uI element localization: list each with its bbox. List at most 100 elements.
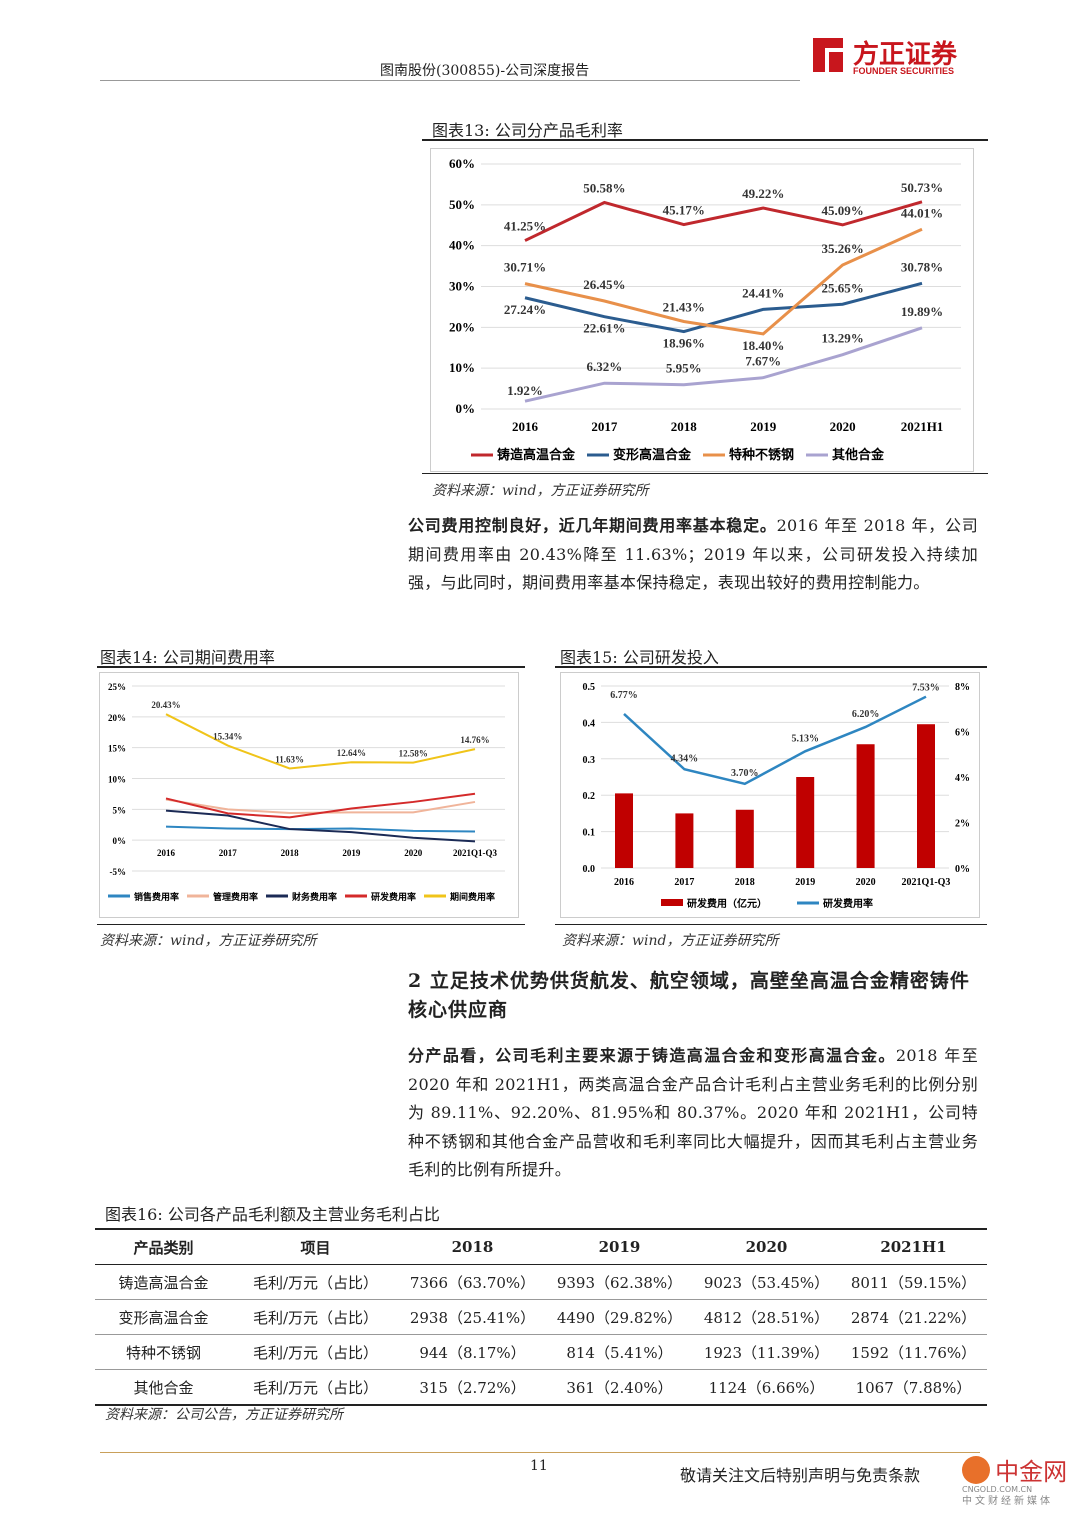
para2-lead: 分产品看，公司毛利主要来源于铸造高温合金和变形高温合金。	[408, 1046, 896, 1065]
y-tick-label: 0%	[113, 836, 127, 846]
data-label: 3.70%	[731, 768, 759, 779]
table-cell: 7366（63.70%）	[399, 1264, 546, 1300]
table-cell: 361（2.40%）	[546, 1369, 693, 1406]
bar	[675, 813, 694, 868]
col-header: 2018	[399, 1229, 546, 1265]
data-label: 49.22%	[742, 186, 784, 201]
x-tick-label: 2021H1	[901, 419, 944, 434]
fig14-bottom-rule	[97, 924, 525, 925]
x-tick-label: 2020	[830, 419, 856, 434]
data-label: 5.95%	[666, 361, 702, 376]
fig16-source: 资料来源：公司公告，方正证券研究所	[105, 1407, 343, 1423]
data-label: 22.61%	[583, 321, 625, 336]
data-label: 6.77%	[610, 690, 638, 701]
header-title: 图南股份(300855)-公司深度报告	[380, 63, 590, 79]
para1-lead: 公司费用控制良好，近几年期间费用率基本稳定。	[408, 516, 777, 535]
table-row: 其他合金 毛利/万元（占比） 315（2.72%） 361（2.40%） 1124（6.…	[95, 1369, 987, 1406]
series-line	[524, 281, 923, 334]
series-line	[524, 326, 923, 403]
data-label: 4.34%	[671, 753, 699, 764]
data-label: 6.32%	[587, 359, 623, 374]
data-label: 7.67%	[745, 354, 781, 369]
table-cell: 毛利/万元（占比）	[232, 1299, 399, 1335]
data-label: 44.01%	[901, 205, 943, 220]
fig13-source: 资料来源：wind，方正证券研究所	[432, 483, 649, 499]
y-tick-label: 25%	[108, 682, 126, 692]
legend-label: 管理费用率	[213, 891, 258, 902]
para1-body: 2016 年至 2018 年，公司期间费用率由 20.43%降至 11.63%；…	[408, 516, 978, 592]
data-label: 12.58%	[399, 749, 428, 759]
data-label: 19.89%	[901, 304, 943, 319]
legend-label: 研发费用率	[371, 891, 416, 902]
y-tick-label: 0.2	[583, 791, 596, 802]
data-label: 5.13%	[791, 733, 819, 744]
data-label: 24.41%	[742, 285, 784, 300]
table-cell: 944（8.17%）	[399, 1334, 546, 1370]
fig13-caption: 图表13: 公司分产品毛利率	[432, 121, 623, 140]
series-line	[165, 792, 476, 819]
fig15-chart: 0.0 0.1 0.2 0.3 0.4 0.5 0% 2% 4% 6% 8% 2016 2017 2018…	[560, 672, 980, 918]
legend-label: 销售费用率	[134, 891, 179, 902]
data-label: 30.78%	[901, 259, 943, 274]
founder-logo-icon	[813, 38, 843, 72]
header-divider	[100, 80, 800, 81]
bar	[615, 793, 633, 868]
data-label: 21.43%	[663, 299, 705, 314]
legend-label: 期间费用率	[450, 891, 495, 902]
bar	[856, 744, 875, 868]
paragraph-expense-control: 公司费用控制良好，近几年期间费用率基本稳定。2016 年至 2018 年，公司期…	[408, 512, 978, 598]
y-tick-label: 0.1	[583, 828, 596, 839]
fig15-rule	[555, 666, 987, 668]
para2-body: 2018 年至 2020 年和 2021H1，两类高温合金产品合计毛利占主营业务…	[408, 1046, 978, 1179]
table-cell: 其他合金	[95, 1369, 232, 1406]
fig16-table: 产品类别 项目 2018 2019 2020 2021H1 铸造高温合金 毛利/万…	[95, 1228, 987, 1406]
table-cell: 铸造高温合金	[95, 1264, 232, 1300]
table-row: 特种不锈钢 毛利/万元（占比） 944（8.17%） 814（5.41%） 1923（1…	[95, 1334, 987, 1370]
data-label: 26.45%	[583, 277, 625, 292]
data-label: 20.43%	[151, 700, 180, 710]
fig15-source: 资料来源：wind，方正证券研究所	[562, 933, 779, 949]
y-tick-label: 0.3	[583, 755, 596, 766]
x-tick-label: 2018	[281, 848, 300, 858]
table-cell: 8011（59.15%）	[840, 1264, 987, 1300]
x-tick-label: 2016	[614, 877, 634, 888]
table-cell: 2874（21.22%）	[840, 1299, 987, 1335]
y-tick-label: 0.0	[583, 864, 596, 875]
legend-swatch	[661, 899, 683, 906]
table-cell: 1124（6.66%）	[693, 1369, 840, 1406]
footer-disclaimer: 敬请关注文后特别声明与免责条款	[680, 1466, 921, 1485]
series-line	[165, 809, 476, 843]
table-row: 铸造高温合金 毛利/万元（占比） 7366（63.70%） 9393（62.38%） 9…	[95, 1264, 987, 1300]
legend-label: 变形高温合金	[613, 447, 692, 462]
y-tick-label: 0.5	[583, 682, 596, 693]
table-cell: 1067（7.88%）	[840, 1369, 987, 1406]
cngold-watermark: 中金网 CNGOLD.COM.CN 中文财经新媒体	[962, 1452, 1072, 1508]
fig16-caption: 图表16: 公司各产品毛利额及主营业务毛利占比	[105, 1205, 440, 1224]
page-number: 11	[530, 1458, 548, 1474]
data-label: 50.58%	[583, 180, 625, 195]
table-cell: 毛利/万元（占比）	[232, 1334, 399, 1370]
y-tick-label: 5%	[113, 805, 127, 815]
x-tick-label: 2016	[512, 419, 539, 434]
y2-tick-label: 6%	[955, 728, 970, 739]
watermark-tag: 中文财经新媒体	[962, 1496, 1053, 1507]
col-header: 产品类别	[95, 1229, 232, 1265]
y2-tick-label: 4%	[955, 773, 970, 784]
x-tick-label: 2017	[674, 877, 694, 888]
table-cell: 9023（53.45%）	[693, 1264, 840, 1300]
y-tick-label: 20%	[449, 319, 475, 334]
y-tick-label: 0.4	[583, 718, 596, 729]
footer-divider	[100, 1452, 980, 1453]
y-tick-label: 10%	[108, 775, 126, 785]
table-cell: 2938（25.41%）	[399, 1299, 546, 1335]
fig14-chart: -5% 0% 5% 10% 15% 20% 25% 2016 2017 2018 2019 2020 2…	[99, 672, 519, 918]
y-tick-label: 0%	[456, 401, 476, 416]
table-row: 变形高温合金 毛利/万元（占比） 2938（25.41%） 4490（29.82%） 4…	[95, 1299, 987, 1335]
series-line	[623, 695, 927, 786]
legend-label: 其他合金	[832, 447, 885, 462]
data-label: 45.17%	[663, 203, 705, 218]
y-tick-label: 10%	[449, 360, 475, 375]
x-tick-label: 2016	[157, 848, 176, 858]
x-tick-label: 2021Q1-Q3	[902, 877, 951, 888]
table-cell: 1923（11.39%）	[693, 1334, 840, 1370]
